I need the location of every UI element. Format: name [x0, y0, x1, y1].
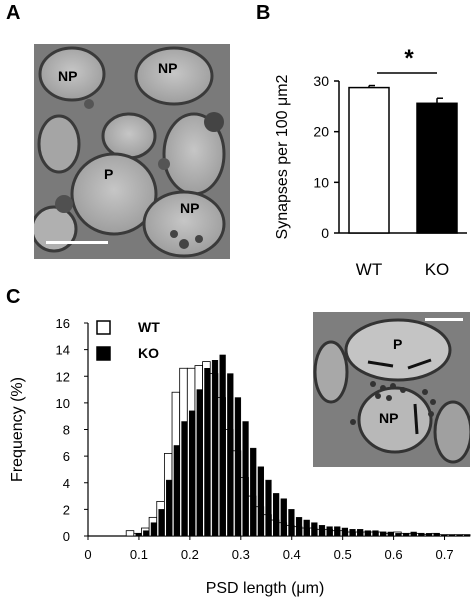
- histogram-bar-ko: [349, 529, 356, 537]
- histogram-bar-ko: [173, 445, 180, 537]
- bar-wt: [348, 86, 390, 234]
- histogram-bar-ko: [433, 533, 440, 537]
- significance-marker: *: [404, 45, 414, 72]
- histogram-bar-ko: [357, 529, 364, 537]
- histogram-bar-ko: [143, 530, 150, 537]
- histogram-bar-ko: [334, 526, 341, 537]
- histogram-bar-ko: [464, 534, 471, 537]
- x-axis-label: PSD length (μm): [206, 580, 325, 597]
- y-tick-label: 20: [313, 124, 329, 140]
- histogram-bar-ko: [341, 527, 349, 537]
- histogram-bar-wt: [125, 530, 135, 537]
- histogram-bar-ko: [257, 466, 264, 537]
- histogram-bar-ko: [387, 531, 394, 537]
- x-tick-label: 0.4: [283, 547, 301, 562]
- legend-swatch-ko: [96, 346, 111, 361]
- histogram-bar-ko: [318, 525, 326, 537]
- em-label-p: P: [104, 166, 114, 182]
- em-label-np-2: NP: [158, 60, 178, 76]
- x-category-label: WT: [356, 260, 382, 279]
- x-category-label: KO: [425, 260, 450, 279]
- legend-label-ko: KO: [138, 345, 159, 361]
- y-tick-label: 10: [56, 396, 70, 411]
- histogram-bar-ko: [379, 531, 387, 537]
- histogram-bar-ko: [395, 533, 402, 537]
- scale-bar-c: [425, 318, 463, 321]
- em-label-np-1: NP: [58, 68, 78, 84]
- y-tick-label: 10: [313, 174, 329, 190]
- x-tick-label: 0.1: [130, 547, 148, 562]
- histogram-bar-ko: [311, 522, 318, 537]
- y-tick-label: 8: [63, 423, 70, 438]
- x-tick-label: 0.2: [181, 547, 199, 562]
- x-tick-label: 0.3: [232, 547, 250, 562]
- y-axis-label: Frequency (%): [9, 377, 26, 482]
- histogram-bar-ko: [441, 534, 448, 537]
- em-micrograph-a: NP NP P NP: [34, 44, 230, 259]
- scale-bar-a: [46, 241, 108, 244]
- y-tick-label: 30: [313, 73, 329, 89]
- histogram-bar-ko: [410, 531, 417, 537]
- histogram-bar-ko: [265, 479, 272, 537]
- histogram-bar-ko: [273, 493, 280, 537]
- histogram-bar-ko: [250, 447, 257, 537]
- y-tick-label: 4: [63, 476, 70, 491]
- legend-swatch-wt: [96, 320, 111, 335]
- histogram-bar-ko: [456, 534, 463, 537]
- panel-a-letter: A: [6, 2, 21, 24]
- histogram-psd-length: 0 2 4 6 8 10 12 14 16 0 0.1 0.2 0.3 0.4 0.5 0.6 0.7 Frequ…: [9, 316, 471, 597]
- histogram-bar-ko: [326, 526, 333, 537]
- panel-b-letter: B: [256, 2, 271, 24]
- x-tick-label: 0.6: [385, 547, 403, 562]
- histogram-bar-ko: [372, 530, 379, 537]
- y-tick-label: 16: [56, 316, 70, 331]
- em-label-inset-p: P: [393, 336, 403, 352]
- y-tick-label: 12: [56, 369, 70, 384]
- histogram-bar-ko: [288, 509, 295, 537]
- histogram-bar-ko: [135, 533, 142, 537]
- panel-c-letter: C: [6, 286, 21, 308]
- legend-label-wt: WT: [138, 319, 160, 335]
- histogram-bar-ko: [295, 517, 303, 537]
- x-tick-label: 0.7: [435, 547, 453, 562]
- histogram-bar-ko: [227, 373, 234, 537]
- histogram-bar-ko: [196, 389, 203, 537]
- bar-chart-synapses: 0 10 20 30 Synapses per 100 μm2 WT KO *: [274, 45, 467, 279]
- histogram-bar-ko: [242, 421, 249, 537]
- y-tick-label: 0: [321, 225, 329, 241]
- y-tick-label: 0: [63, 529, 70, 544]
- em-label-inset-np: NP: [379, 410, 399, 426]
- x-tick-label: 0: [84, 547, 91, 562]
- y-tick-label: 2: [63, 502, 70, 517]
- histogram-bar-ko: [211, 360, 219, 537]
- em-label-np-3: NP: [180, 200, 200, 216]
- y-axis-label: Synapses per 100 μm2: [274, 74, 291, 239]
- histogram-bar-ko: [219, 354, 226, 537]
- histogram-bar-ko: [402, 533, 410, 537]
- histogram-bar-ko: [150, 522, 158, 537]
- histogram-bar-ko: [425, 533, 433, 537]
- y-tick-label: 6: [63, 449, 70, 464]
- histogram-bar-ko: [234, 397, 242, 537]
- histogram-bar-ko: [280, 498, 287, 537]
- histogram-bar-ko: [158, 509, 165, 537]
- em-texture-c: [313, 312, 470, 467]
- histogram-bar-ko: [448, 534, 455, 537]
- em-micrograph-c-inset: P NP: [313, 312, 470, 467]
- histogram-bar-ko: [364, 530, 371, 537]
- histogram-bar-ko: [181, 421, 188, 537]
- histogram-bar-ko: [303, 519, 310, 537]
- histogram-bar-ko: [204, 368, 211, 537]
- bar-ko: [416, 102, 458, 234]
- histogram-bar-ko: [166, 479, 173, 537]
- histogram-bar-ko: [418, 533, 425, 537]
- x-tick-label: 0.5: [334, 547, 352, 562]
- histogram-bar-ko: [188, 410, 196, 537]
- em-texture-a: [34, 44, 230, 259]
- y-tick-label: 14: [56, 343, 70, 358]
